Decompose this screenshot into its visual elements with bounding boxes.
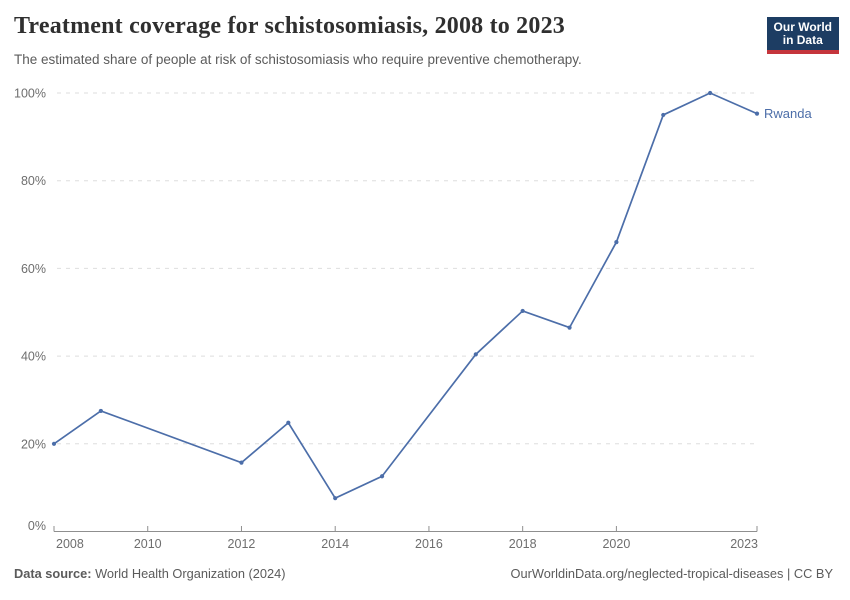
owid-logo-line2: in Data: [782, 33, 823, 47]
data-point-marker: [708, 90, 713, 96]
x-axis-tick-label: 2018: [509, 537, 537, 551]
y-axis-tick-label: 0%: [28, 519, 46, 533]
x-axis-tick-label: 2016: [415, 537, 443, 551]
x-axis-tick-label: 2014: [321, 537, 349, 551]
data-point-marker: [754, 111, 760, 116]
x-axis-tick-label: 2010: [134, 537, 162, 551]
y-axis-tick-label: 80%: [21, 174, 46, 188]
chart-footer: Data source: World Health Organization (…: [14, 566, 833, 581]
y-axis-tick-label: 60%: [21, 262, 46, 276]
x-axis-tick-label: 2008: [56, 537, 84, 551]
series-label: Rwanda: [764, 106, 812, 121]
data-point-marker: [286, 420, 291, 425]
chart-subtitle: The estimated share of people at risk of…: [14, 52, 582, 67]
data-source: Data source: World Health Organization (…: [14, 566, 285, 581]
data-point-marker: [567, 325, 572, 330]
y-axis-tick-label: 40%: [21, 350, 46, 364]
data-point-marker: [51, 441, 57, 446]
y-axis-tick-label: 100%: [14, 87, 46, 101]
data-point-marker: [614, 239, 619, 245]
x-axis-tick-label: 2020: [602, 537, 630, 551]
data-point-marker: [661, 112, 666, 118]
x-axis-tick-label: 2012: [228, 537, 256, 551]
data-point-marker: [379, 474, 385, 479]
y-axis-tick-label: 20%: [21, 437, 46, 451]
owid-logo: Our World in Data: [766, 17, 839, 54]
data-point-marker: [520, 308, 525, 314]
data-point-marker: [98, 408, 103, 414]
data-point-marker: [239, 460, 244, 465]
chart-title: Treatment coverage for schistosomiasis, …: [14, 13, 565, 39]
data-source-text: World Health Organization (2024): [91, 566, 286, 581]
data-source-label: Data source:: [14, 566, 92, 581]
x-axis-tick-label: 2023: [730, 537, 758, 551]
owid-logo-line1: Our World: [773, 20, 832, 34]
footer-link: OurWorldinData.org/neglected-tropical-di…: [510, 566, 833, 581]
data-point-marker: [473, 352, 478, 357]
data-line: [53, 92, 758, 500]
chart-canvas[interactable]: 0% 20% 40% 60% 80% 100% 2008 2010 2012 2014 2016 20…: [0, 80, 850, 562]
data-point-marker: [333, 496, 338, 501]
